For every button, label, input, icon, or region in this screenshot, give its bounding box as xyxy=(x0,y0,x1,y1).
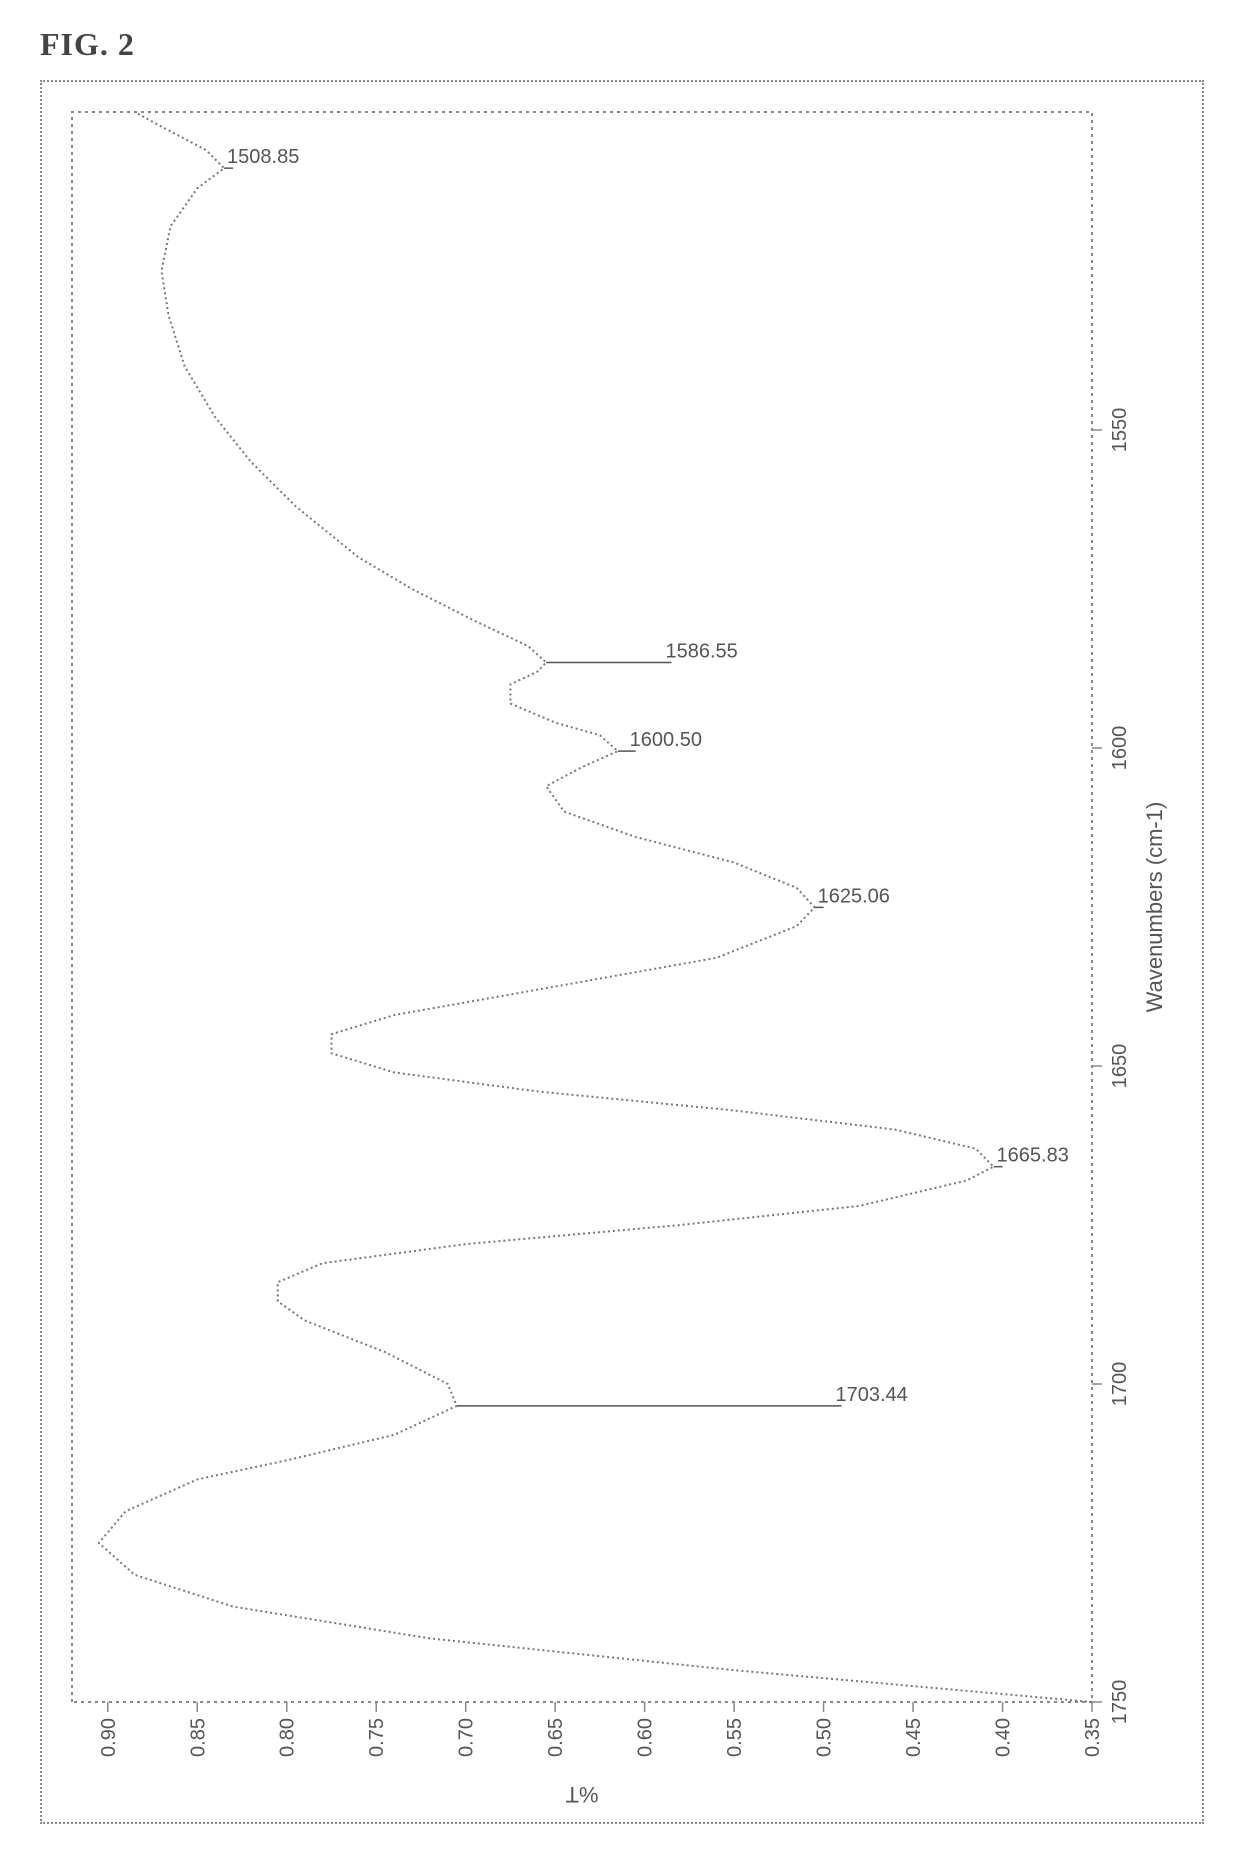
outer-frame: 1750 1700 1650 1600 1550 Wavenumbers (cm-1) 0.… xyxy=(40,80,1204,1824)
x-axis-label: Wavenumbers (cm-1) xyxy=(1142,802,1167,1013)
figure-label: FIG. 2 xyxy=(40,26,135,63)
y-tick-label: 0.45 xyxy=(903,1718,925,1757)
y-tick-label: 0.40 xyxy=(993,1718,1015,1757)
y-tick-label: 0.65 xyxy=(545,1718,567,1757)
peak-label: 1508.85 xyxy=(227,146,299,168)
y-tick-label: 0.60 xyxy=(635,1718,657,1757)
page: FIG. 2 1750 1700 1650 1600 1550 Wavenumbers (… xyxy=(0,0,1240,1850)
y-tick-label: 0.55 xyxy=(724,1718,746,1757)
y-tick-label: 0.75 xyxy=(366,1718,388,1757)
spectrum-curve xyxy=(99,112,1092,1702)
spectrum-chart: 1750 1700 1650 1600 1550 Wavenumbers (cm-1) 0.… xyxy=(42,82,1202,1822)
y-tick-label: 0.85 xyxy=(187,1718,209,1757)
x-tick-label: 1600 xyxy=(1109,726,1131,771)
x-tick-label: 1550 xyxy=(1109,408,1131,453)
plot-area xyxy=(72,112,1092,1702)
peak-label: 1665.83 xyxy=(997,1145,1069,1167)
y-axis-label: %T xyxy=(566,1782,599,1807)
x-tick-label: 1750 xyxy=(1109,1680,1131,1725)
y-tick-label: 0.90 xyxy=(98,1718,120,1757)
peak-label: 1703.44 xyxy=(835,1384,907,1406)
y-tick-label: 0.35 xyxy=(1082,1718,1104,1757)
y-tick-label: 0.70 xyxy=(456,1718,478,1757)
y-tick-label: 0.50 xyxy=(814,1718,836,1757)
peak-label: 1586.55 xyxy=(665,640,737,662)
peak-label: 1600.50 xyxy=(630,729,702,751)
peak-label: 1625.06 xyxy=(818,885,890,907)
x-tick-label: 1700 xyxy=(1109,1362,1131,1407)
y-tick-label: 0.80 xyxy=(277,1718,299,1757)
x-tick-label: 1650 xyxy=(1109,1044,1131,1089)
